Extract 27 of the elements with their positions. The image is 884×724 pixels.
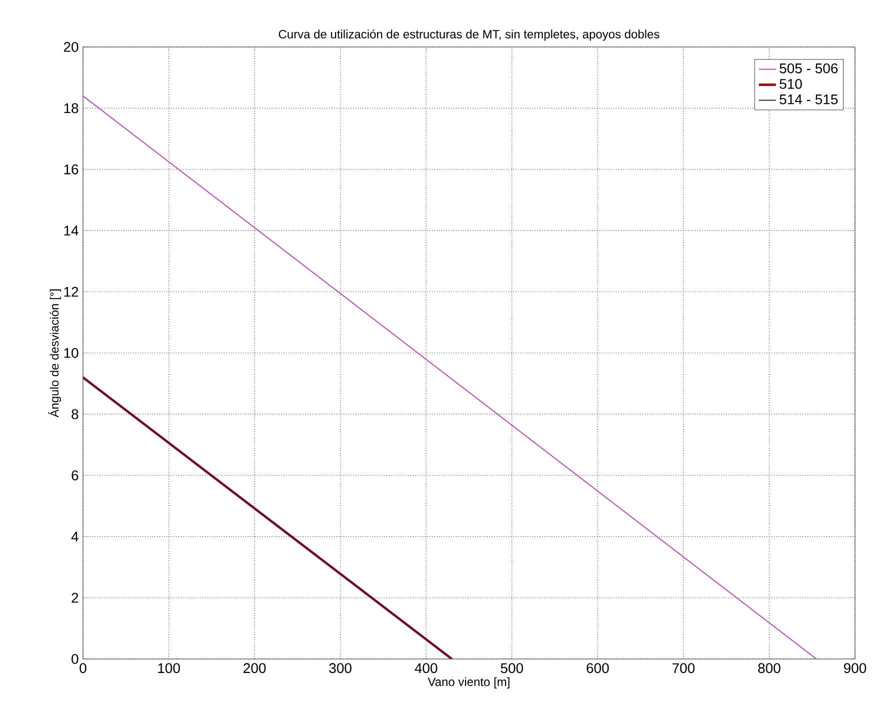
y-tick-label: 16: [64, 164, 78, 174]
x-tick-label: 900: [844, 663, 866, 674]
x-tick-label: 300: [329, 663, 352, 674]
y-tick-label: 10: [64, 348, 78, 358]
x-tick-label: 500: [500, 663, 524, 674]
y-axis-title: Ángulo de desviación [°]: [48, 289, 62, 418]
x-tick-label: 400: [414, 663, 438, 674]
x-tick-label: 800: [758, 663, 780, 674]
x-tick-label: 0: [80, 663, 86, 674]
y-tick-label: 14: [64, 226, 78, 236]
y-tick-label: 20: [64, 42, 78, 52]
x-tick-label: 200: [244, 663, 266, 674]
legend-label: 514 - 515: [780, 94, 838, 104]
x-axis-title: Vano viento [m]: [428, 677, 510, 688]
x-tick-label: 600: [586, 663, 609, 674]
y-tick-label: 0: [72, 654, 78, 664]
y-tick-label: 18: [64, 103, 78, 114]
x-tick-label: 700: [672, 663, 695, 674]
y-tick-label: 12: [64, 286, 78, 297]
chart-title: Curva de utilización de estructuras de MT, sin templetes, apoyos dobles: [278, 29, 660, 41]
x-tick-label: 100: [158, 663, 180, 674]
legend-label: 505 - 506: [780, 63, 838, 74]
y-tick-label: 8: [72, 409, 78, 420]
legend-label: 510: [780, 78, 802, 89]
y-tick-label: 6: [72, 470, 78, 480]
y-tick-label: 4: [71, 532, 78, 542]
y-tick-label: 2: [72, 592, 78, 603]
